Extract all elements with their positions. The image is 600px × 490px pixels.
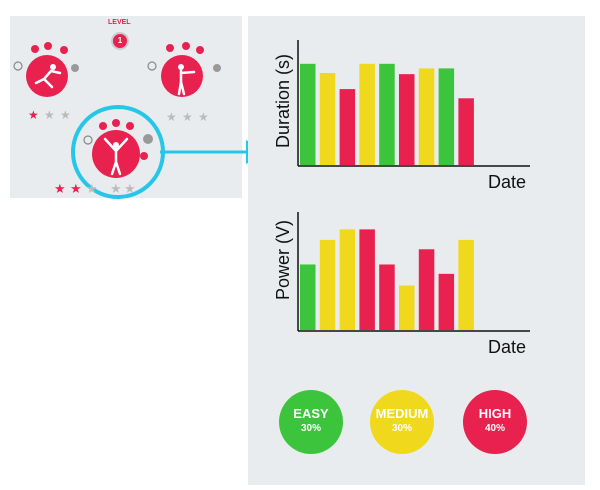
bar-high: [339, 89, 356, 165]
bar-medium: [339, 229, 356, 330]
level-badge[interactable]: 1: [111, 32, 129, 50]
stat-dot-icon: [60, 46, 68, 54]
bar-medium: [319, 239, 336, 330]
bar-easy: [300, 264, 316, 330]
bar-medium: [399, 285, 415, 330]
difficulty-high-name: HIGH: [478, 406, 512, 421]
level-label: LEVEL: [108, 19, 131, 26]
exercise-node-lunge[interactable]: ★ ★ ★: [13, 42, 79, 122]
difficulty-medium: MEDIUM 30%: [370, 390, 434, 454]
stat-dot-icon: [31, 45, 39, 53]
difficulty-high-percent: 40%: [484, 423, 505, 434]
badge-icon: [71, 64, 79, 72]
difficulty-easy-name: EASY: [293, 406, 329, 421]
star-filled-icon: ★: [70, 181, 82, 196]
star-empty-icon: ★: [182, 110, 193, 124]
stat-dot-icon: [44, 42, 52, 50]
difficulty-easy: EASY 30%: [279, 390, 343, 454]
bar-high: [418, 249, 435, 330]
star-filled-icon: ★: [54, 181, 66, 196]
badge-icon: [143, 134, 153, 144]
star-empty-icon: ★: [124, 181, 136, 196]
bar-high: [399, 74, 415, 165]
stat-dot-icon: [126, 122, 134, 130]
star-empty-icon: ★: [44, 108, 55, 122]
exercise-node-arm-raise[interactable]: ★ ★ ★: [147, 42, 221, 124]
bar-high: [458, 98, 474, 165]
star-empty-icon: ★: [166, 110, 177, 124]
stat-dot-icon: [166, 44, 174, 52]
lunge-figure-icon: [34, 64, 62, 89]
timer-icon: [83, 135, 93, 145]
stat-dot-icon: [112, 119, 120, 127]
bar-easy: [438, 68, 455, 165]
power-chart-xlabel: Date: [488, 337, 527, 357]
duration-chart-xlabel: Date: [488, 172, 527, 192]
stat-dot-icon: [196, 46, 204, 54]
stat-dot-icon: [99, 122, 107, 130]
difficulty-medium-percent: 30%: [391, 423, 412, 434]
star-empty-icon: ★: [86, 181, 98, 196]
bar-medium: [418, 68, 435, 165]
star-filled-icon: ★: [28, 108, 39, 122]
stat-dot-icon: [140, 152, 148, 160]
difficulty-easy-percent: 30%: [300, 423, 321, 434]
badge-icon: [213, 64, 221, 72]
stat-dot-icon: [182, 42, 190, 50]
bar-high: [379, 264, 395, 330]
bar-high: [359, 229, 375, 330]
power-chart-ylabel: Power (V): [273, 219, 293, 300]
star-empty-icon: ★: [198, 110, 209, 124]
star-empty-icon: ★: [110, 181, 122, 196]
arms-up-figure-icon: [103, 137, 129, 176]
bar-high: [438, 273, 455, 330]
bar-easy: [300, 63, 316, 165]
difficulty-medium-name: MEDIUM: [375, 406, 429, 421]
bar-medium: [319, 73, 336, 165]
bar-medium: [359, 63, 375, 165]
arm-raise-figure-icon: [177, 64, 196, 96]
star-empty-icon: ★: [60, 108, 71, 122]
timer-icon: [13, 61, 23, 71]
bar-medium: [458, 239, 474, 330]
timer-icon: [147, 61, 157, 71]
difficulty-high: HIGH 40%: [463, 390, 527, 454]
bar-easy: [379, 63, 395, 165]
